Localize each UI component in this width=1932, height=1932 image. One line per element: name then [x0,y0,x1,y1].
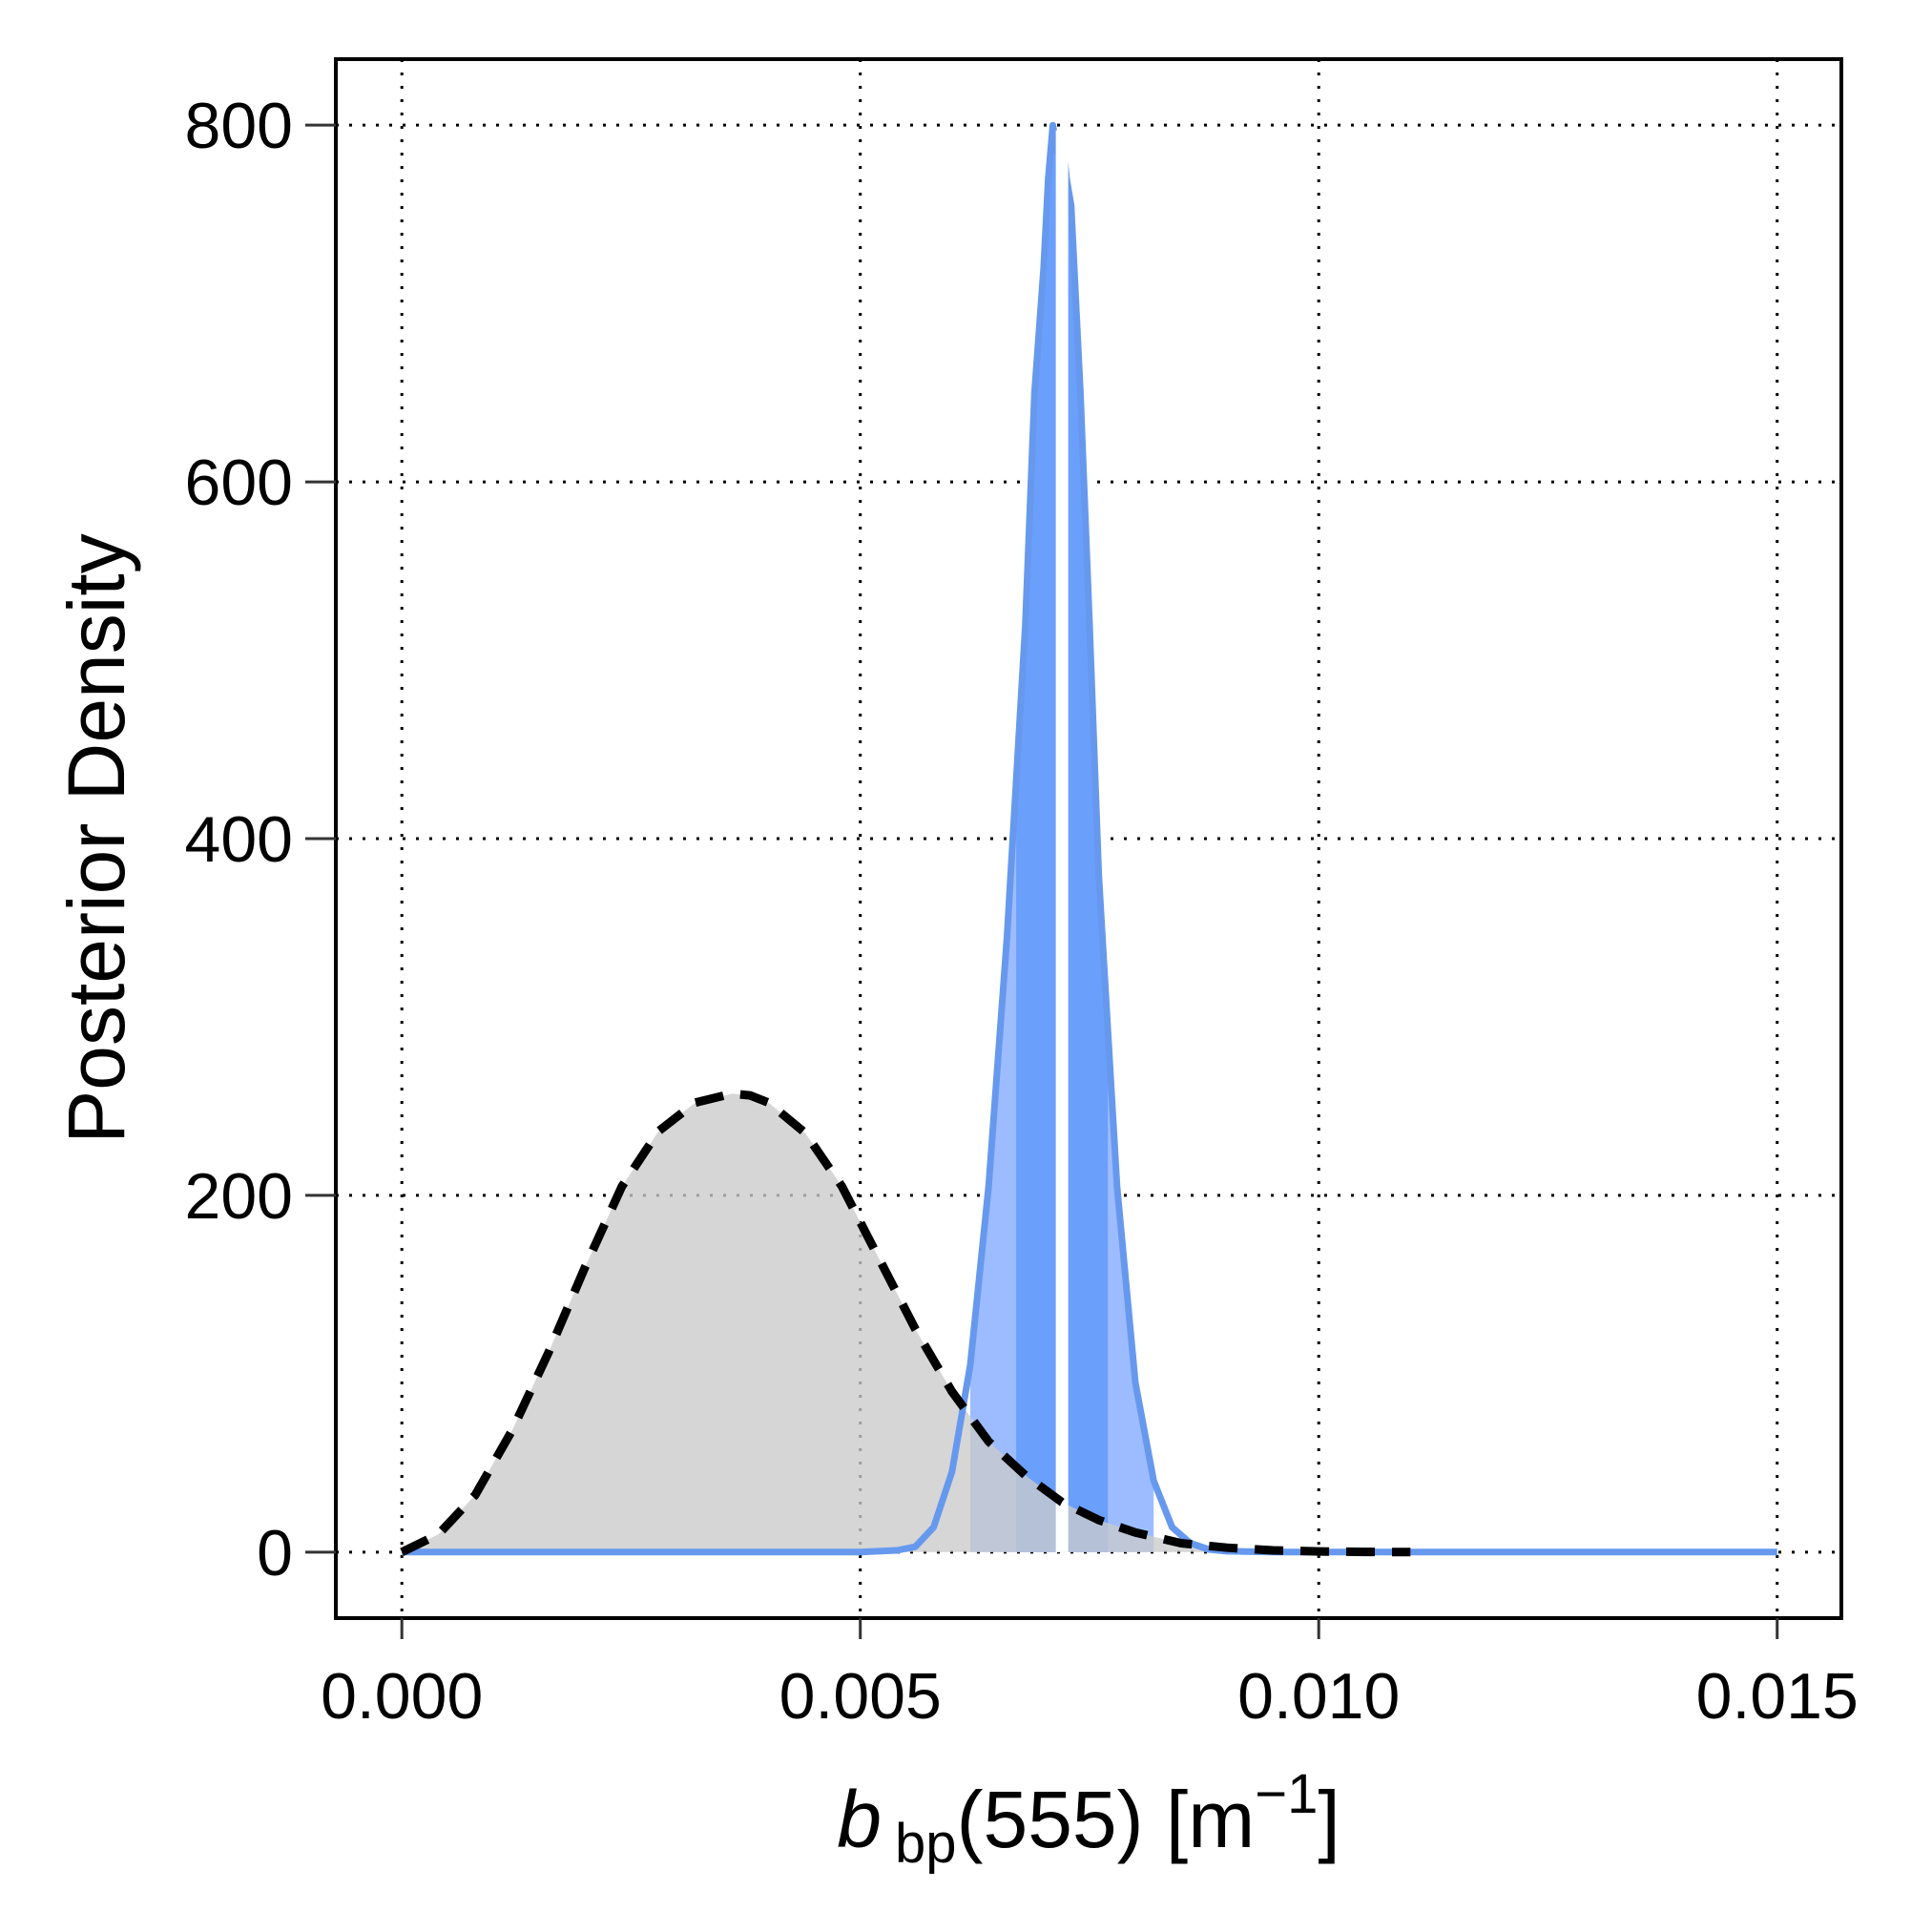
y-tick-label: 400 [185,803,293,876]
y-tick-label: 200 [185,1160,293,1233]
x-axis-label-symbol: b [837,1775,882,1864]
y-tick-label: 600 [185,447,293,519]
x-tick-label: 0.005 [779,1660,942,1733]
axis-ticks: 0.000 0.005 0.010 0.015 0 200 400 600 800 [185,90,1859,1733]
x-tick-label: 0.010 [1237,1660,1400,1733]
prior-area [402,1093,1411,1552]
x-tick-label: 0.000 [321,1660,483,1733]
y-tick-label: 0 [257,1517,293,1589]
data-layer [400,121,1777,1557]
prior-curve [400,1089,1411,1557]
x-axis-label: b bp(555) [m−1] [837,1763,1340,1875]
y-axis-label: Posterior Density [52,533,141,1144]
y-tick-label: 800 [185,90,293,162]
x-axis-label-superscript: −1 [1255,1763,1318,1825]
x-axis-label-text: (555) [m [957,1775,1256,1864]
x-axis-label-bracket: ] [1318,1775,1340,1864]
x-tick-label: 0.015 [1696,1660,1859,1733]
x-axis-label-subscript: bp [895,1813,957,1875]
